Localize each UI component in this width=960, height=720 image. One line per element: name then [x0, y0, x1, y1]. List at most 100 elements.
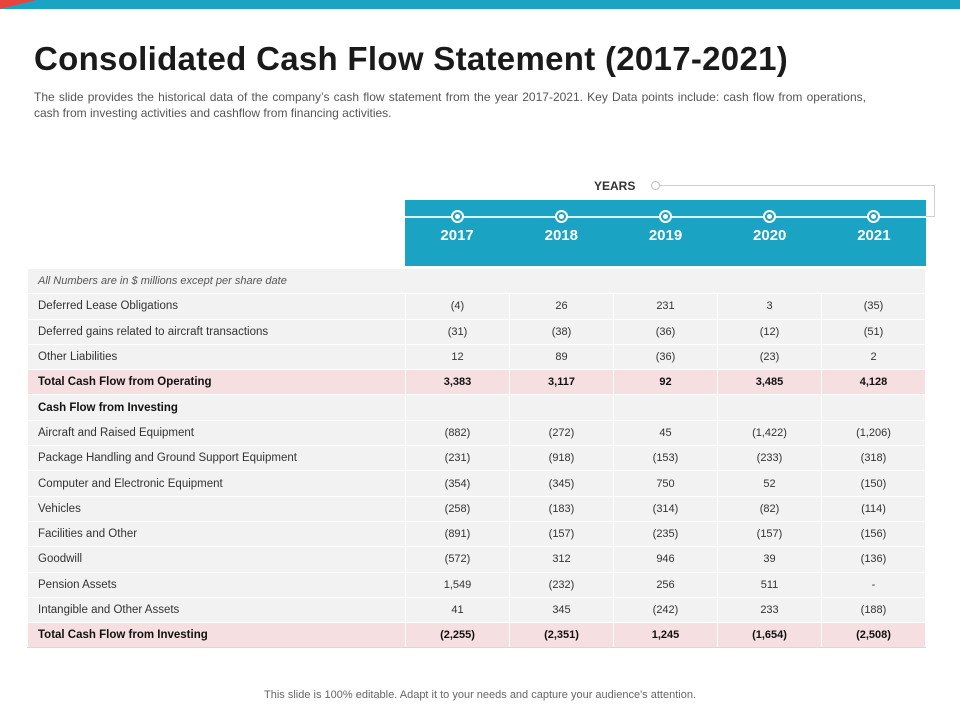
cell-2021: (188)	[821, 596, 926, 624]
year-column-2017: 2017	[405, 200, 510, 266]
cell-2019: 256	[613, 571, 718, 598]
cell-2021: (1,206)	[821, 419, 926, 447]
cell-2020: (1,422)	[717, 419, 822, 447]
cell-2018: (2,351)	[509, 622, 614, 649]
timeline-dot-icon	[659, 210, 672, 223]
cell-2018: (183)	[509, 495, 614, 522]
cell-2019: (242)	[613, 596, 718, 624]
cell-2019: 750	[613, 470, 718, 497]
cell-2017: (572)	[405, 546, 510, 573]
cell-2017: 1,549	[405, 571, 510, 598]
cell-2021: (2,508)	[821, 622, 926, 649]
year-column-2018: 2018	[509, 200, 614, 266]
cell-2019: (235)	[613, 520, 718, 548]
cell-2020: 52	[717, 470, 822, 497]
row-label: Deferred gains related to aircraft trans…	[27, 318, 406, 345]
cell-2019: 1,245	[613, 622, 718, 649]
cell-2021: 4,128	[821, 369, 926, 396]
row-label: Pension Assets	[27, 571, 406, 598]
table-row: Vehicles (258) (183) (314) (82) (114)	[27, 495, 926, 522]
top-accent-bar	[0, 0, 960, 9]
table-row: Pension Assets 1,549 (232) 256 511-	[27, 571, 926, 598]
cell-2020: (23)	[717, 343, 822, 371]
cell-2017: (891)	[405, 520, 510, 548]
row-label: Other Liabilities	[27, 343, 406, 371]
years-connector-dot	[651, 181, 660, 190]
cell-2020: 39	[717, 546, 822, 573]
row-label: Facilities and Other	[27, 520, 406, 548]
cell-2020: 3	[717, 293, 822, 320]
cell-2018: 26	[509, 293, 614, 320]
cell-2017: 3,383	[405, 369, 510, 396]
cell-2019: 92	[613, 369, 718, 396]
year-label: 2020	[753, 227, 787, 244]
table-row: Deferred Lease Obligations (4) 26 231 3 (35)	[27, 293, 926, 320]
cell-2019: 45	[613, 419, 718, 447]
footer-note: This slide is 100% editable. Adapt it to…	[264, 689, 696, 701]
years-connector-line	[660, 185, 935, 217]
year-column-2021: 2021	[821, 200, 927, 266]
cell-2020: 233	[717, 596, 822, 624]
cell-2019: (153)	[613, 445, 718, 472]
cell-2021: (51)	[821, 318, 926, 345]
year-label: 2021	[857, 227, 891, 244]
cell-2021: (136)	[821, 546, 926, 573]
table-total-row: Total Cash Flow from Operating 3,383 3,117…	[27, 369, 926, 396]
cell-2019: (36)	[613, 318, 718, 345]
page-title: Consolidated Cash Flow Statement (2017-2…	[34, 40, 789, 77]
cell-2021: 2	[821, 343, 926, 371]
cell-2018: (918)	[509, 445, 614, 472]
cell-2017: 12	[405, 343, 510, 371]
cell-2021: (35)	[821, 293, 926, 320]
cell-2019	[613, 394, 718, 421]
cell-2018: 3,117	[509, 369, 614, 396]
row-label: Aircraft and Raised Equipment	[27, 419, 406, 447]
timeline-dot-icon	[867, 210, 881, 223]
cell-2020: 3,485	[717, 369, 822, 396]
table-row: Facilities and Other (891) (157) (235) (157)…	[27, 520, 926, 548]
year-label: 2019	[648, 227, 683, 244]
table-section-row: Cash Flow from Investing	[27, 394, 926, 421]
table-note-row: All Numbers are in $ millions except per…	[27, 267, 926, 295]
page-subtitle: The slide provides the historical data o…	[34, 90, 866, 120]
row-label: Package Handling and Ground Support Equi…	[27, 445, 406, 472]
cell-2021	[821, 394, 926, 421]
row-label: Vehicles	[27, 495, 406, 522]
cell-2021: (150)	[821, 470, 926, 497]
cell-2018: (272)	[509, 419, 614, 447]
cell-2019: 946	[613, 546, 718, 573]
table-row: Package Handling and Ground Support Equi…	[27, 445, 926, 472]
table-note: All Numbers are in $ millions except per…	[27, 267, 926, 295]
timeline-dot-icon	[763, 210, 777, 223]
cell-2020: (1,654)	[717, 622, 822, 649]
cell-2019: (314)	[613, 495, 718, 522]
cell-2018: (157)	[509, 520, 614, 548]
cell-2018	[509, 394, 614, 421]
row-label: Deferred Lease Obligations	[27, 293, 406, 320]
row-label: Computer and Electronic Equipment	[27, 470, 406, 497]
year-column-2020: 2020	[717, 200, 822, 266]
cell-2017: (258)	[405, 495, 510, 522]
row-label: Intangible and Other Assets	[27, 596, 406, 624]
cell-2020: (82)	[717, 495, 822, 522]
table-row: Aircraft and Raised Equipment (882) (272) 4…	[27, 419, 926, 447]
cell-2019: 231	[613, 293, 718, 320]
cash-flow-table-body: All Numbers are in $ millions except per…	[27, 267, 926, 649]
cell-2017	[405, 394, 510, 421]
cell-2021: -	[821, 571, 926, 598]
years-label: YEARS	[594, 179, 636, 193]
cell-2017: (2,255)	[405, 622, 510, 649]
cell-2017: (882)	[405, 419, 510, 447]
cell-2017: (31)	[405, 318, 510, 345]
cell-2020: (157)	[717, 520, 822, 548]
years-connector-tail	[925, 216, 935, 217]
cell-2018: (232)	[509, 571, 614, 598]
cell-2018: 89	[509, 343, 614, 371]
timeline-dot-icon	[554, 210, 568, 223]
table-row: Deferred gains related to aircraft trans…	[27, 318, 926, 345]
cell-2020: 511	[717, 571, 822, 598]
cell-2018: 345	[509, 596, 614, 624]
year-label: 2018	[544, 227, 578, 244]
table-total-row: Total Cash Flow from Investing (2,255) (2,…	[27, 622, 926, 649]
top-red-accent	[0, 0, 36, 9]
